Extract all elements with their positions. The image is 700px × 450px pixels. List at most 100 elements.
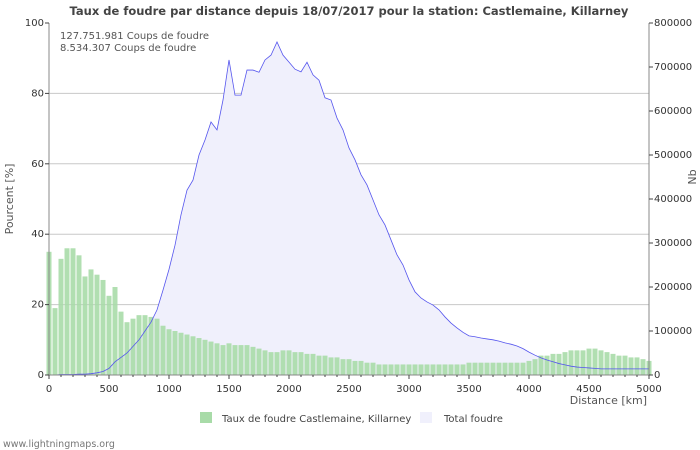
y-tick-label: 40 [31,229,44,240]
bar [154,318,160,375]
bar [256,348,262,375]
x-tick-label: 2000 [276,384,301,395]
bar [166,329,172,375]
bar [502,362,508,375]
bar [442,364,448,375]
bar [616,355,622,375]
bar [514,362,520,375]
bar [244,345,250,375]
bar [202,339,208,375]
x-tick-label: 2500 [336,384,361,395]
bar [226,343,232,375]
bar [238,345,244,375]
x-tick-label: 0 [46,384,52,395]
bar [172,331,178,375]
bar [568,350,574,375]
bar [562,352,568,375]
bar [352,360,358,375]
bar [82,276,88,375]
x-tick-label: 3500 [456,384,481,395]
bars [46,248,652,375]
bar [448,364,454,375]
bar [532,359,538,375]
chart-title: Taux de foudre par distance depuis 18/07… [70,4,629,18]
total-line-path [49,40,649,376]
x-tick-label: 4000 [516,384,541,395]
bar [622,355,628,375]
total-area-fill [49,41,649,376]
bar [76,255,82,375]
bar [430,364,436,375]
bar [184,334,190,375]
bar [64,248,70,375]
bar [136,315,142,375]
x-axis-label: Distance [km] [570,394,647,407]
total-line [49,40,649,376]
y2-tick-label: 800000 [654,18,692,29]
bar [406,364,412,375]
bar [124,322,130,375]
bar [358,360,364,375]
bar [250,346,256,375]
bar [592,348,598,375]
bar [598,350,604,375]
y2-tick-label: 300000 [654,238,692,249]
bar [610,353,616,375]
bar [640,359,646,375]
bar [232,345,238,375]
y-tick-label: 0 [38,370,44,381]
bar [634,357,640,375]
bar [364,362,370,375]
bar [70,248,76,375]
bar [478,362,484,375]
bar [484,362,490,375]
bar [550,353,556,375]
bar [376,364,382,375]
bar [340,359,346,375]
bar [328,357,334,375]
annotation-station: 8.534.307 Coups de foudre [60,43,196,54]
bar [280,350,286,375]
legend-label-total: Total foudre [443,414,503,425]
bar [466,362,472,375]
bar [424,364,430,375]
y-tick-label: 60 [31,159,44,170]
bar [580,350,586,375]
bar [334,357,340,375]
bar [460,364,466,375]
bar [604,352,610,375]
bar [58,258,64,375]
bar [556,353,562,375]
bar [574,350,580,375]
bar [400,364,406,375]
bar [118,311,124,375]
bar [208,341,214,375]
annotation-total: 127.751.981 Coups de foudre [60,31,209,42]
y-tick-label: 20 [31,300,44,311]
y2-tick-label: 700000 [654,62,692,73]
y2-tick-label: 600000 [654,106,692,117]
bar [544,355,550,375]
bar [274,352,280,375]
bar [304,353,310,375]
bar [526,360,532,375]
y-tick-label: 80 [31,88,44,99]
bar [346,359,352,375]
x-tick-label: 3000 [396,384,421,395]
y2-tick-label: 200000 [654,282,692,293]
bar [454,364,460,375]
bar [100,279,106,375]
bar [112,287,118,375]
bar [286,350,292,375]
x-tick-label: 4500 [576,384,601,395]
bar [220,345,226,375]
bar [94,274,100,375]
bar [148,316,154,375]
bar [472,362,478,375]
bar [214,343,220,375]
bar [190,336,196,375]
watermark: www.lightningmaps.org [3,439,115,450]
bar [394,364,400,375]
y2-tick-label: 100000 [654,326,692,337]
